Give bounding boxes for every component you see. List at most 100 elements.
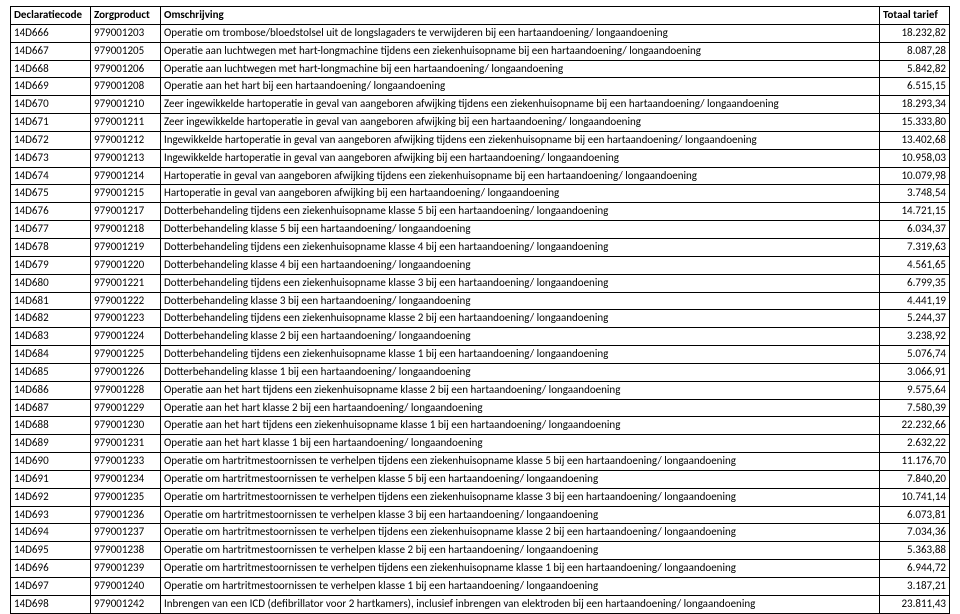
cell-omschrijving: Dotterbehandeling klasse 3 bij een harta… (161, 292, 880, 310)
table-row: 14D695979001238Operatie om hartritmestoo… (11, 542, 950, 560)
cell-zorgproduct: 979001237 (91, 524, 161, 542)
cell-declaratiecode: 14D680 (11, 274, 91, 292)
cell-totaal-tarief: 6.799,35 (880, 274, 950, 292)
cell-omschrijving: Inbrengen van een ICD (defibrillator voo… (161, 595, 880, 613)
cell-omschrijving: Operatie om hartritmestoornissen te verh… (161, 524, 880, 542)
cell-declaratiecode: 14D683 (11, 328, 91, 346)
col-zorgproduct: Zorgproduct (91, 7, 161, 25)
cell-zorgproduct: 979001225 (91, 346, 161, 364)
cell-omschrijving: Operatie om hartritmestoornissen te verh… (161, 506, 880, 524)
cell-zorgproduct: 979001210 (91, 96, 161, 114)
col-totaal-tarief: Totaal tarief (880, 7, 950, 25)
cell-omschrijving: Dotterbehandeling tijdens een ziekenhuis… (161, 203, 880, 221)
cell-totaal-tarief: 3.066,91 (880, 363, 950, 381)
table-row: 14D669979001208Operatie aan het hart bij… (11, 78, 950, 96)
table-row: 14D674979001214Hartoperatie in geval van… (11, 167, 950, 185)
table-row: 14D697979001240Operatie om hartritmestoo… (11, 578, 950, 596)
cell-totaal-tarief: 5.076,74 (880, 346, 950, 364)
cell-totaal-tarief: 5.842,82 (880, 60, 950, 78)
table-row: 14D668979001206Operatie aan luchtwegen m… (11, 60, 950, 78)
cell-omschrijving: Operatie om hartritmestoornissen te verh… (161, 542, 880, 560)
cell-totaal-tarief: 10.741,14 (880, 488, 950, 506)
cell-totaal-tarief: 14.721,15 (880, 203, 950, 221)
col-omschrijving: Omschrijving (161, 7, 880, 25)
cell-zorgproduct: 979001234 (91, 470, 161, 488)
cell-zorgproduct: 979001219 (91, 238, 161, 256)
cell-omschrijving: Operatie om hartritmestoornissen te verh… (161, 470, 880, 488)
cell-declaratiecode: 14D694 (11, 524, 91, 542)
cell-declaratiecode: 14D685 (11, 363, 91, 381)
cell-zorgproduct: 979001223 (91, 310, 161, 328)
cell-zorgproduct: 979001230 (91, 417, 161, 435)
cell-zorgproduct: 979001222 (91, 292, 161, 310)
cell-totaal-tarief: 23.811,43 (880, 595, 950, 613)
table-row: 14D683979001224Dotterbehandeling klasse … (11, 328, 950, 346)
cell-zorgproduct: 979001238 (91, 542, 161, 560)
table-row: 14D673979001213Ingewikkelde hartoperatie… (11, 149, 950, 167)
cell-omschrijving: Zeer ingewikkelde hartoperatie in geval … (161, 96, 880, 114)
table-row: 14D696979001239Operatie om hartritmestoo… (11, 560, 950, 578)
table-row: 14D672979001212Ingewikkelde hartoperatie… (11, 131, 950, 149)
table-row: 14D687979001229Operatie aan het hart kla… (11, 399, 950, 417)
table-row: 14D694979001237Operatie om hartritmestoo… (11, 524, 950, 542)
cell-zorgproduct: 979001217 (91, 203, 161, 221)
table-row: 14D684979001225Dotterbehandeling tijdens… (11, 346, 950, 364)
cell-totaal-tarief: 5.244,37 (880, 310, 950, 328)
cell-omschrijving: Dotterbehandeling klasse 5 bij een harta… (161, 221, 880, 239)
cell-declaratiecode: 14D668 (11, 60, 91, 78)
cell-totaal-tarief: 7.840,20 (880, 470, 950, 488)
cell-totaal-tarief: 18.293,34 (880, 96, 950, 114)
cell-declaratiecode: 14D696 (11, 560, 91, 578)
cell-declaratiecode: 14D671 (11, 114, 91, 132)
cell-declaratiecode: 14D692 (11, 488, 91, 506)
cell-declaratiecode: 14D681 (11, 292, 91, 310)
cell-zorgproduct: 979001213 (91, 149, 161, 167)
cell-omschrijving: Operatie om hartritmestoornissen te verh… (161, 453, 880, 471)
cell-declaratiecode: 14D691 (11, 470, 91, 488)
cell-totaal-tarief: 6.944,72 (880, 560, 950, 578)
cell-omschrijving: Hartoperatie in geval van aangeboren afw… (161, 185, 880, 203)
table-row: 14D678979001219Dotterbehandeling tijdens… (11, 238, 950, 256)
table-row: 14D689979001231Operatie aan het hart kla… (11, 435, 950, 453)
cell-zorgproduct: 979001221 (91, 274, 161, 292)
cell-zorgproduct: 979001206 (91, 60, 161, 78)
cell-totaal-tarief: 7.034,36 (880, 524, 950, 542)
cell-totaal-tarief: 10.958,03 (880, 149, 950, 167)
cell-declaratiecode: 14D693 (11, 506, 91, 524)
cell-omschrijving: Operatie aan het hart tijdens een zieken… (161, 417, 880, 435)
cell-totaal-tarief: 4.441,19 (880, 292, 950, 310)
cell-zorgproduct: 979001231 (91, 435, 161, 453)
table-row: 14D682979001223Dotterbehandeling tijdens… (11, 310, 950, 328)
table-row: 14D691979001234Operatie om hartritmestoo… (11, 470, 950, 488)
cell-declaratiecode: 14D666 (11, 24, 91, 42)
cell-totaal-tarief: 15.333,80 (880, 114, 950, 132)
cell-zorgproduct: 979001229 (91, 399, 161, 417)
cell-totaal-tarief: 3.238,92 (880, 328, 950, 346)
cell-totaal-tarief: 2.632,22 (880, 435, 950, 453)
table-row: 14D670979001210Zeer ingewikkelde hartope… (11, 96, 950, 114)
cell-omschrijving: Operatie aan het hart bij een hartaandoe… (161, 78, 880, 96)
table-row: 14D685979001226Dotterbehandeling klasse … (11, 363, 950, 381)
table-row: 14D677979001218Dotterbehandeling klasse … (11, 221, 950, 239)
cell-declaratiecode: 14D677 (11, 221, 91, 239)
cell-declaratiecode: 14D675 (11, 185, 91, 203)
table-row: 14D680979001221Dotterbehandeling tijdens… (11, 274, 950, 292)
cell-totaal-tarief: 22.232,66 (880, 417, 950, 435)
cell-declaratiecode: 14D678 (11, 238, 91, 256)
cell-omschrijving: Operatie aan het hart klasse 2 bij een h… (161, 399, 880, 417)
cell-declaratiecode: 14D667 (11, 42, 91, 60)
cell-zorgproduct: 979001205 (91, 42, 161, 60)
cell-declaratiecode: 14D673 (11, 149, 91, 167)
cell-totaal-tarief: 6.515,15 (880, 78, 950, 96)
cell-totaal-tarief: 7.580,39 (880, 399, 950, 417)
cell-declaratiecode: 14D682 (11, 310, 91, 328)
table-row: 14D675979001215Hartoperatie in geval van… (11, 185, 950, 203)
cell-omschrijving: Operatie aan luchtwegen met hart-longmac… (161, 60, 880, 78)
cell-declaratiecode: 14D684 (11, 346, 91, 364)
cell-zorgproduct: 979001218 (91, 221, 161, 239)
table-row: 14D676979001217Dotterbehandeling tijdens… (11, 203, 950, 221)
table-row: 14D688979001230Operatie aan het hart tij… (11, 417, 950, 435)
cell-declaratiecode: 14D697 (11, 578, 91, 596)
cell-declaratiecode: 14D698 (11, 595, 91, 613)
cell-declaratiecode: 14D686 (11, 381, 91, 399)
